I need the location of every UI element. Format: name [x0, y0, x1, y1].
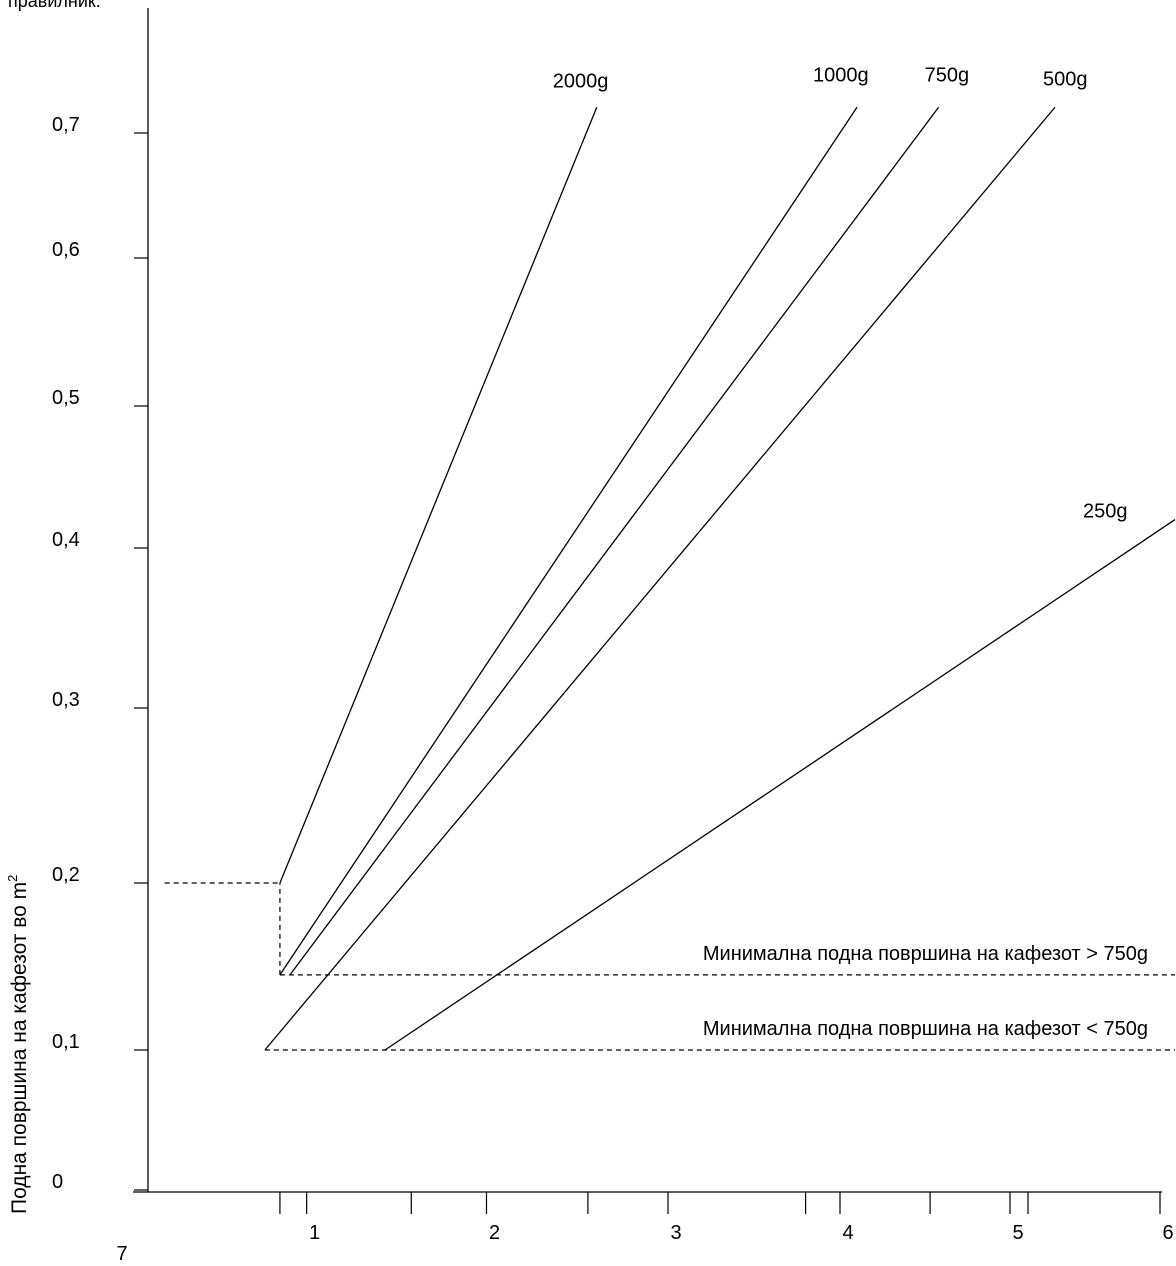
- x-tick-label-1: 2: [489, 1222, 500, 1244]
- series-line-500g: [264, 106, 1056, 1051]
- x-tick-label-4: 5: [1012, 1222, 1023, 1244]
- x-tick-label-5: 6: [1162, 1222, 1173, 1244]
- x-extra-label: 7: [117, 1243, 128, 1265]
- y-tick-label-6: 0,6: [52, 239, 80, 261]
- series-label-250g: 250g: [1083, 501, 1128, 523]
- series-label-1000g: 1000g: [813, 64, 869, 86]
- x-tick-label-2: 3: [670, 1222, 681, 1244]
- series-line-750g: [289, 106, 940, 976]
- y-tick-label-4: 0,4: [52, 529, 80, 551]
- reference-label-0: Минимална подна површина на кафезот > 75…: [703, 943, 1148, 965]
- y-axis-label-superscript: 2: [5, 875, 20, 882]
- y-tick-label-7: 0,7: [52, 114, 80, 136]
- series-label-750g: 750g: [925, 64, 970, 86]
- x-tick-label-0: 1: [309, 1222, 320, 1244]
- series-label-500g: 500g: [1043, 68, 1088, 90]
- series-line-1000g: [279, 106, 858, 976]
- series-line-2000g: [279, 107, 598, 884]
- y-tick-label-3: 0,3: [52, 689, 80, 711]
- x-tick-label-3: 4: [842, 1222, 853, 1244]
- y-axis-label: Подна површина на кафезот во m2: [5, 875, 31, 1214]
- series-line-250g: [384, 519, 1176, 1051]
- y-tick-label-1: 0,1: [52, 1031, 80, 1053]
- y-tick-label-5: 0,5: [52, 387, 80, 409]
- reference-label-1: Минимална подна површина на кафезот < 75…: [703, 1018, 1148, 1040]
- y-tick-label-2: 0,2: [52, 864, 80, 886]
- series-label-2000g: 2000g: [553, 70, 609, 92]
- y-tick-label-0: 0: [52, 1171, 63, 1193]
- header-fragment: правилник.: [8, 0, 101, 11]
